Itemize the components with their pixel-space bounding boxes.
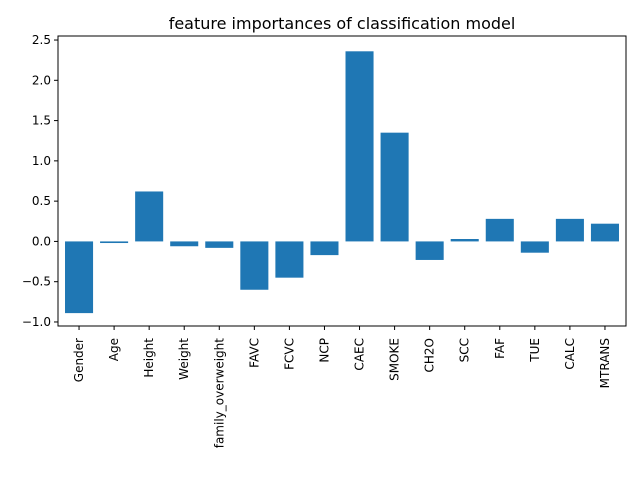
x-axis: Gender Age Height Weight family_overweight FA… (72, 326, 612, 448)
x-tick-label: FAVC (247, 338, 261, 368)
y-tick-label: −0.5 (22, 275, 51, 289)
bar-favc (240, 241, 269, 290)
bar-calc (555, 218, 584, 242)
x-tick-label: CALC (563, 338, 577, 370)
y-axis: −1.0 −0.5 0.0 0.5 1.0 1.5 2.0 2.5 (22, 33, 58, 329)
chart-title: feature importances of classification mo… (169, 14, 516, 33)
x-tick-label: Weight (177, 338, 191, 380)
y-tick-label: 0.0 (32, 234, 51, 248)
bar-ncp (310, 241, 339, 256)
bar-weight (170, 241, 199, 247)
y-tick-label: 1.0 (32, 154, 51, 168)
y-tick-label: 2.0 (32, 73, 51, 87)
bar-caec (345, 51, 374, 242)
x-tick-label: CAEC (353, 338, 367, 371)
bar-age (100, 241, 129, 244)
x-tick-label: family_overweight (212, 338, 226, 449)
x-tick-label: TUE (528, 338, 542, 363)
bar-faf (485, 218, 514, 242)
bar-tue (520, 241, 549, 253)
x-tick-label: SCC (458, 338, 472, 362)
x-tick-label: Gender (72, 338, 86, 382)
x-tick-label: FAF (493, 338, 507, 359)
bar-smoke (380, 132, 409, 242)
y-tick-label: 2.5 (32, 33, 51, 47)
bar-height (135, 191, 164, 242)
bar-mtrans (590, 223, 619, 242)
y-tick-label: 1.5 (32, 114, 51, 128)
bar-fcvc (275, 241, 304, 278)
x-tick-label: MTRANS (598, 338, 612, 388)
bar-ch2o (415, 241, 444, 260)
x-tick-label: NCP (317, 338, 331, 363)
x-tick-label: Height (142, 338, 156, 378)
x-tick-label: FCVC (282, 338, 296, 370)
bar-scc (450, 239, 479, 242)
plot-frame (57, 35, 627, 327)
y-tick-label: −1.0 (22, 315, 51, 329)
bar-family-overweight (205, 241, 234, 248)
x-tick-label: SMOKE (388, 338, 402, 381)
y-tick-label: 0.5 (32, 194, 51, 208)
bars-group (65, 51, 619, 314)
bar-gender (65, 241, 94, 314)
x-tick-label: CH2O (423, 338, 437, 372)
x-tick-label: Age (107, 338, 121, 361)
